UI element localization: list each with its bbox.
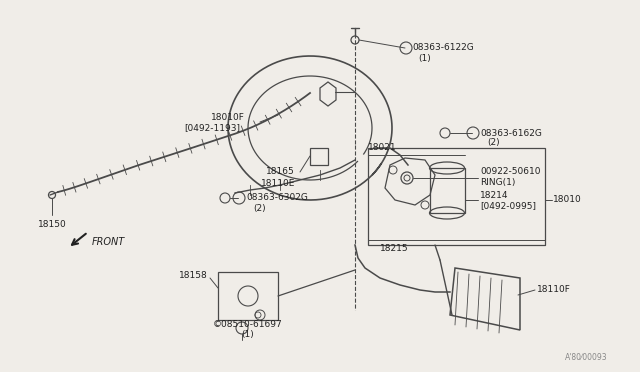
Text: (1): (1) (418, 54, 431, 62)
Text: 18021: 18021 (368, 143, 397, 152)
Text: 08363-6122G: 08363-6122G (412, 44, 474, 52)
Text: FRONT: FRONT (92, 237, 125, 247)
Text: 08363-6162G: 08363-6162G (480, 128, 542, 138)
Text: 18110E: 18110E (260, 179, 295, 187)
Text: (2): (2) (253, 203, 266, 212)
Text: ©08510-61697: ©08510-61697 (213, 320, 283, 329)
Text: 00922-50610: 00922-50610 (480, 167, 541, 176)
Text: [0492-1193]: [0492-1193] (184, 124, 240, 132)
Bar (218, 272, 278, 320)
Text: A'80⁄00093: A'80⁄00093 (565, 353, 608, 362)
Text: (1): (1) (242, 330, 254, 339)
Text: 18158: 18158 (179, 270, 208, 279)
Bar (430, 168, 465, 213)
Text: RING(1): RING(1) (480, 177, 515, 186)
Text: 18010: 18010 (553, 196, 582, 205)
Text: 08363-6302G: 08363-6302G (246, 193, 308, 202)
Text: (2): (2) (487, 138, 500, 148)
Text: 18010F: 18010F (211, 113, 245, 122)
Text: [0492-0995]: [0492-0995] (480, 202, 536, 211)
Text: 18165: 18165 (266, 167, 295, 176)
Text: 18150: 18150 (38, 220, 67, 229)
Text: 18214: 18214 (480, 192, 509, 201)
Text: 18215: 18215 (380, 244, 408, 253)
Bar (368, 148, 545, 245)
Text: 18110F: 18110F (537, 285, 571, 295)
